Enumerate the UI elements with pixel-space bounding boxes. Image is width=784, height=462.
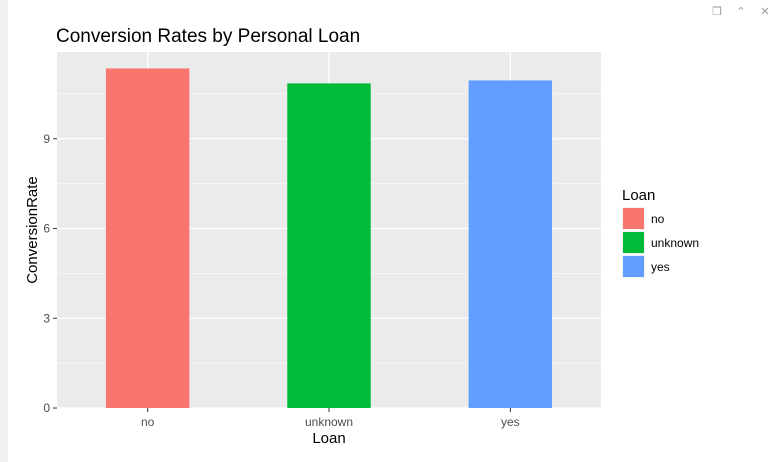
x-axis-title: Loan bbox=[312, 430, 345, 447]
legend-swatch-yes bbox=[623, 256, 644, 277]
close-icon[interactable]: ✕ bbox=[760, 4, 770, 18]
legend-swatch-no bbox=[623, 208, 644, 229]
y-tick-label: 9 bbox=[43, 132, 50, 146]
y-tick-label: 0 bbox=[43, 401, 50, 415]
legend-swatch-unknown bbox=[623, 232, 644, 253]
legend: Loan no unknown yes bbox=[622, 187, 699, 278]
x-tick-label: unknown bbox=[305, 415, 353, 429]
bar-unknown[interactable] bbox=[287, 83, 371, 408]
viewer-toolbar: ❐ ⌃ ✕ bbox=[710, 4, 772, 18]
legend-label-unknown: unknown bbox=[651, 236, 699, 250]
pane-edge bbox=[0, 0, 8, 462]
bar-yes[interactable] bbox=[468, 80, 553, 408]
y-tick-label: 3 bbox=[43, 311, 50, 325]
legend-label-no: no bbox=[651, 212, 665, 226]
bars bbox=[105, 68, 553, 408]
x-tick-label: yes bbox=[501, 415, 520, 429]
chart-title: Conversion Rates by Personal Loan bbox=[56, 26, 360, 47]
y-tick-label: 6 bbox=[43, 222, 50, 236]
bar-no[interactable] bbox=[105, 68, 190, 408]
x-tick-label: no bbox=[141, 415, 155, 429]
legend-label-yes: yes bbox=[651, 260, 670, 274]
y-axis: 0 3 6 9 bbox=[43, 132, 57, 415]
y-axis-title: ConversionRate bbox=[24, 176, 41, 284]
popout-icon[interactable]: ❐ bbox=[712, 4, 722, 18]
x-axis: no unknown yes bbox=[141, 408, 520, 429]
legend-title: Loan bbox=[622, 187, 655, 204]
collapse-icon[interactable]: ⌃ bbox=[736, 4, 746, 18]
